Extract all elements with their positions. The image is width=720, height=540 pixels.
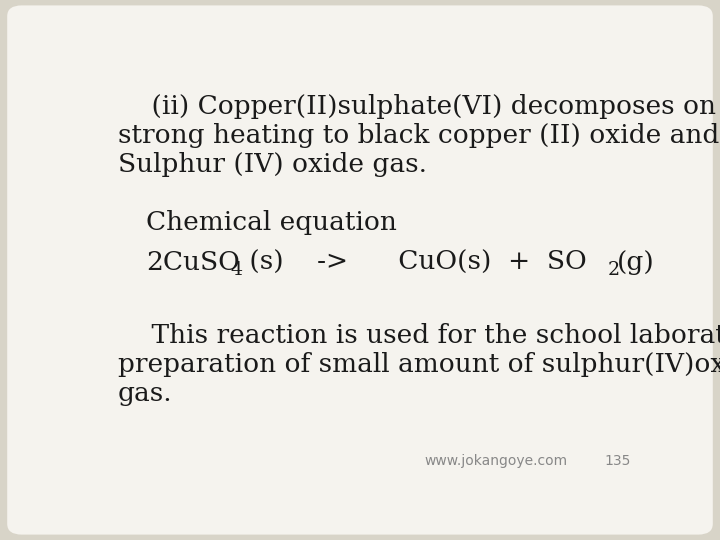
Text: 4: 4	[230, 261, 243, 280]
Text: preparation of small amount of sulphur(IV)oxide: preparation of small amount of sulphur(I…	[118, 352, 720, 377]
Text: 135: 135	[605, 454, 631, 468]
Text: (s)    ->      CuO(s)  +  SO: (s) -> CuO(s) + SO	[240, 250, 586, 275]
Text: 2CuSO: 2CuSO	[145, 250, 240, 275]
Text: Sulphur (IV) oxide gas.: Sulphur (IV) oxide gas.	[118, 152, 427, 177]
Text: strong heating to black copper (II) oxide and: strong heating to black copper (II) oxid…	[118, 123, 719, 148]
Text: gas.: gas.	[118, 381, 173, 406]
FancyBboxPatch shape	[7, 5, 713, 535]
Text: This reaction is used for the school laboratory: This reaction is used for the school lab…	[118, 322, 720, 348]
Text: www.jokangoye.com: www.jokangoye.com	[425, 454, 568, 468]
Text: 2: 2	[608, 261, 620, 280]
Text: (g): (g)	[617, 250, 655, 275]
Text: (ii) Copper(II)sulphate(VI) decomposes on: (ii) Copper(II)sulphate(VI) decomposes o…	[118, 94, 716, 119]
Text: Chemical equation: Chemical equation	[145, 210, 397, 235]
